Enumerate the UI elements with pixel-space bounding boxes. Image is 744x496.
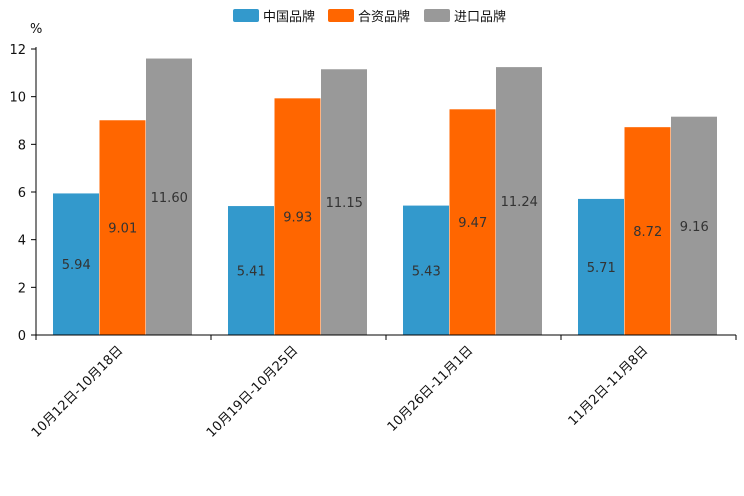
bar-data-label: 11.15 — [326, 196, 363, 211]
legend-swatch — [424, 9, 450, 22]
bar — [449, 109, 496, 335]
bar-data-label: 5.94 — [62, 258, 91, 273]
y-axis-unit-label: % — [30, 22, 42, 37]
bars: 5.94 9.01 11.60 5.41 9.93 11.15 5.43 9.47 11.24 5… — [53, 58, 717, 336]
bar-data-label: 8.72 — [633, 225, 662, 240]
bar-data-label: 11.24 — [501, 195, 538, 210]
legend-swatch — [328, 9, 354, 22]
y-tick-label: 0 — [18, 329, 26, 344]
y-tick-label: 4 — [18, 234, 26, 249]
x-tick-label: 10月26日-11月1日 — [385, 343, 477, 435]
x-tick-label: 10月12日-10月18日 — [29, 343, 126, 440]
bar — [624, 127, 671, 335]
bar-data-label: 5.43 — [412, 264, 441, 279]
y-tick-label: 12 — [9, 43, 26, 58]
bar — [99, 120, 146, 336]
bar — [671, 116, 717, 335]
y-tick-label: 8 — [18, 138, 26, 153]
legend: 中国品牌 合资品牌 进口品牌 — [233, 9, 506, 25]
bar — [228, 206, 274, 335]
legend-label: 进口品牌 — [454, 9, 506, 25]
y-axis: 0 2 4 6 8 10 12 — [9, 43, 37, 344]
bar — [53, 193, 99, 335]
bar-data-label: 9.01 — [108, 222, 137, 237]
legend-label: 中国品牌 — [263, 9, 315, 25]
x-axis: 10月12日-10月18日 10月19日-10月25日 10月26日-11月1日 11… — [29, 334, 737, 441]
bar-data-label: 9.47 — [458, 216, 487, 231]
bar — [146, 58, 192, 336]
bar — [496, 67, 542, 335]
y-tick-label: 6 — [18, 186, 26, 201]
bar — [274, 98, 321, 336]
bar-data-label: 9.16 — [680, 220, 709, 235]
bar — [403, 205, 449, 335]
legend-swatch — [233, 9, 259, 22]
bar — [578, 198, 624, 335]
bar-data-label: 5.41 — [237, 265, 266, 280]
bar-data-label: 9.93 — [283, 211, 312, 226]
y-tick-label: 10 — [9, 91, 26, 106]
y-tick-label: 2 — [18, 281, 26, 296]
x-tick-label: 11月2日-11月8日 — [566, 343, 652, 429]
x-tick-label: 10月19日-10月25日 — [204, 343, 301, 440]
bar-data-label: 5.71 — [587, 261, 616, 276]
legend-label: 合资品牌 — [358, 9, 410, 25]
bar — [321, 69, 367, 335]
bar-data-label: 11.60 — [151, 191, 188, 206]
